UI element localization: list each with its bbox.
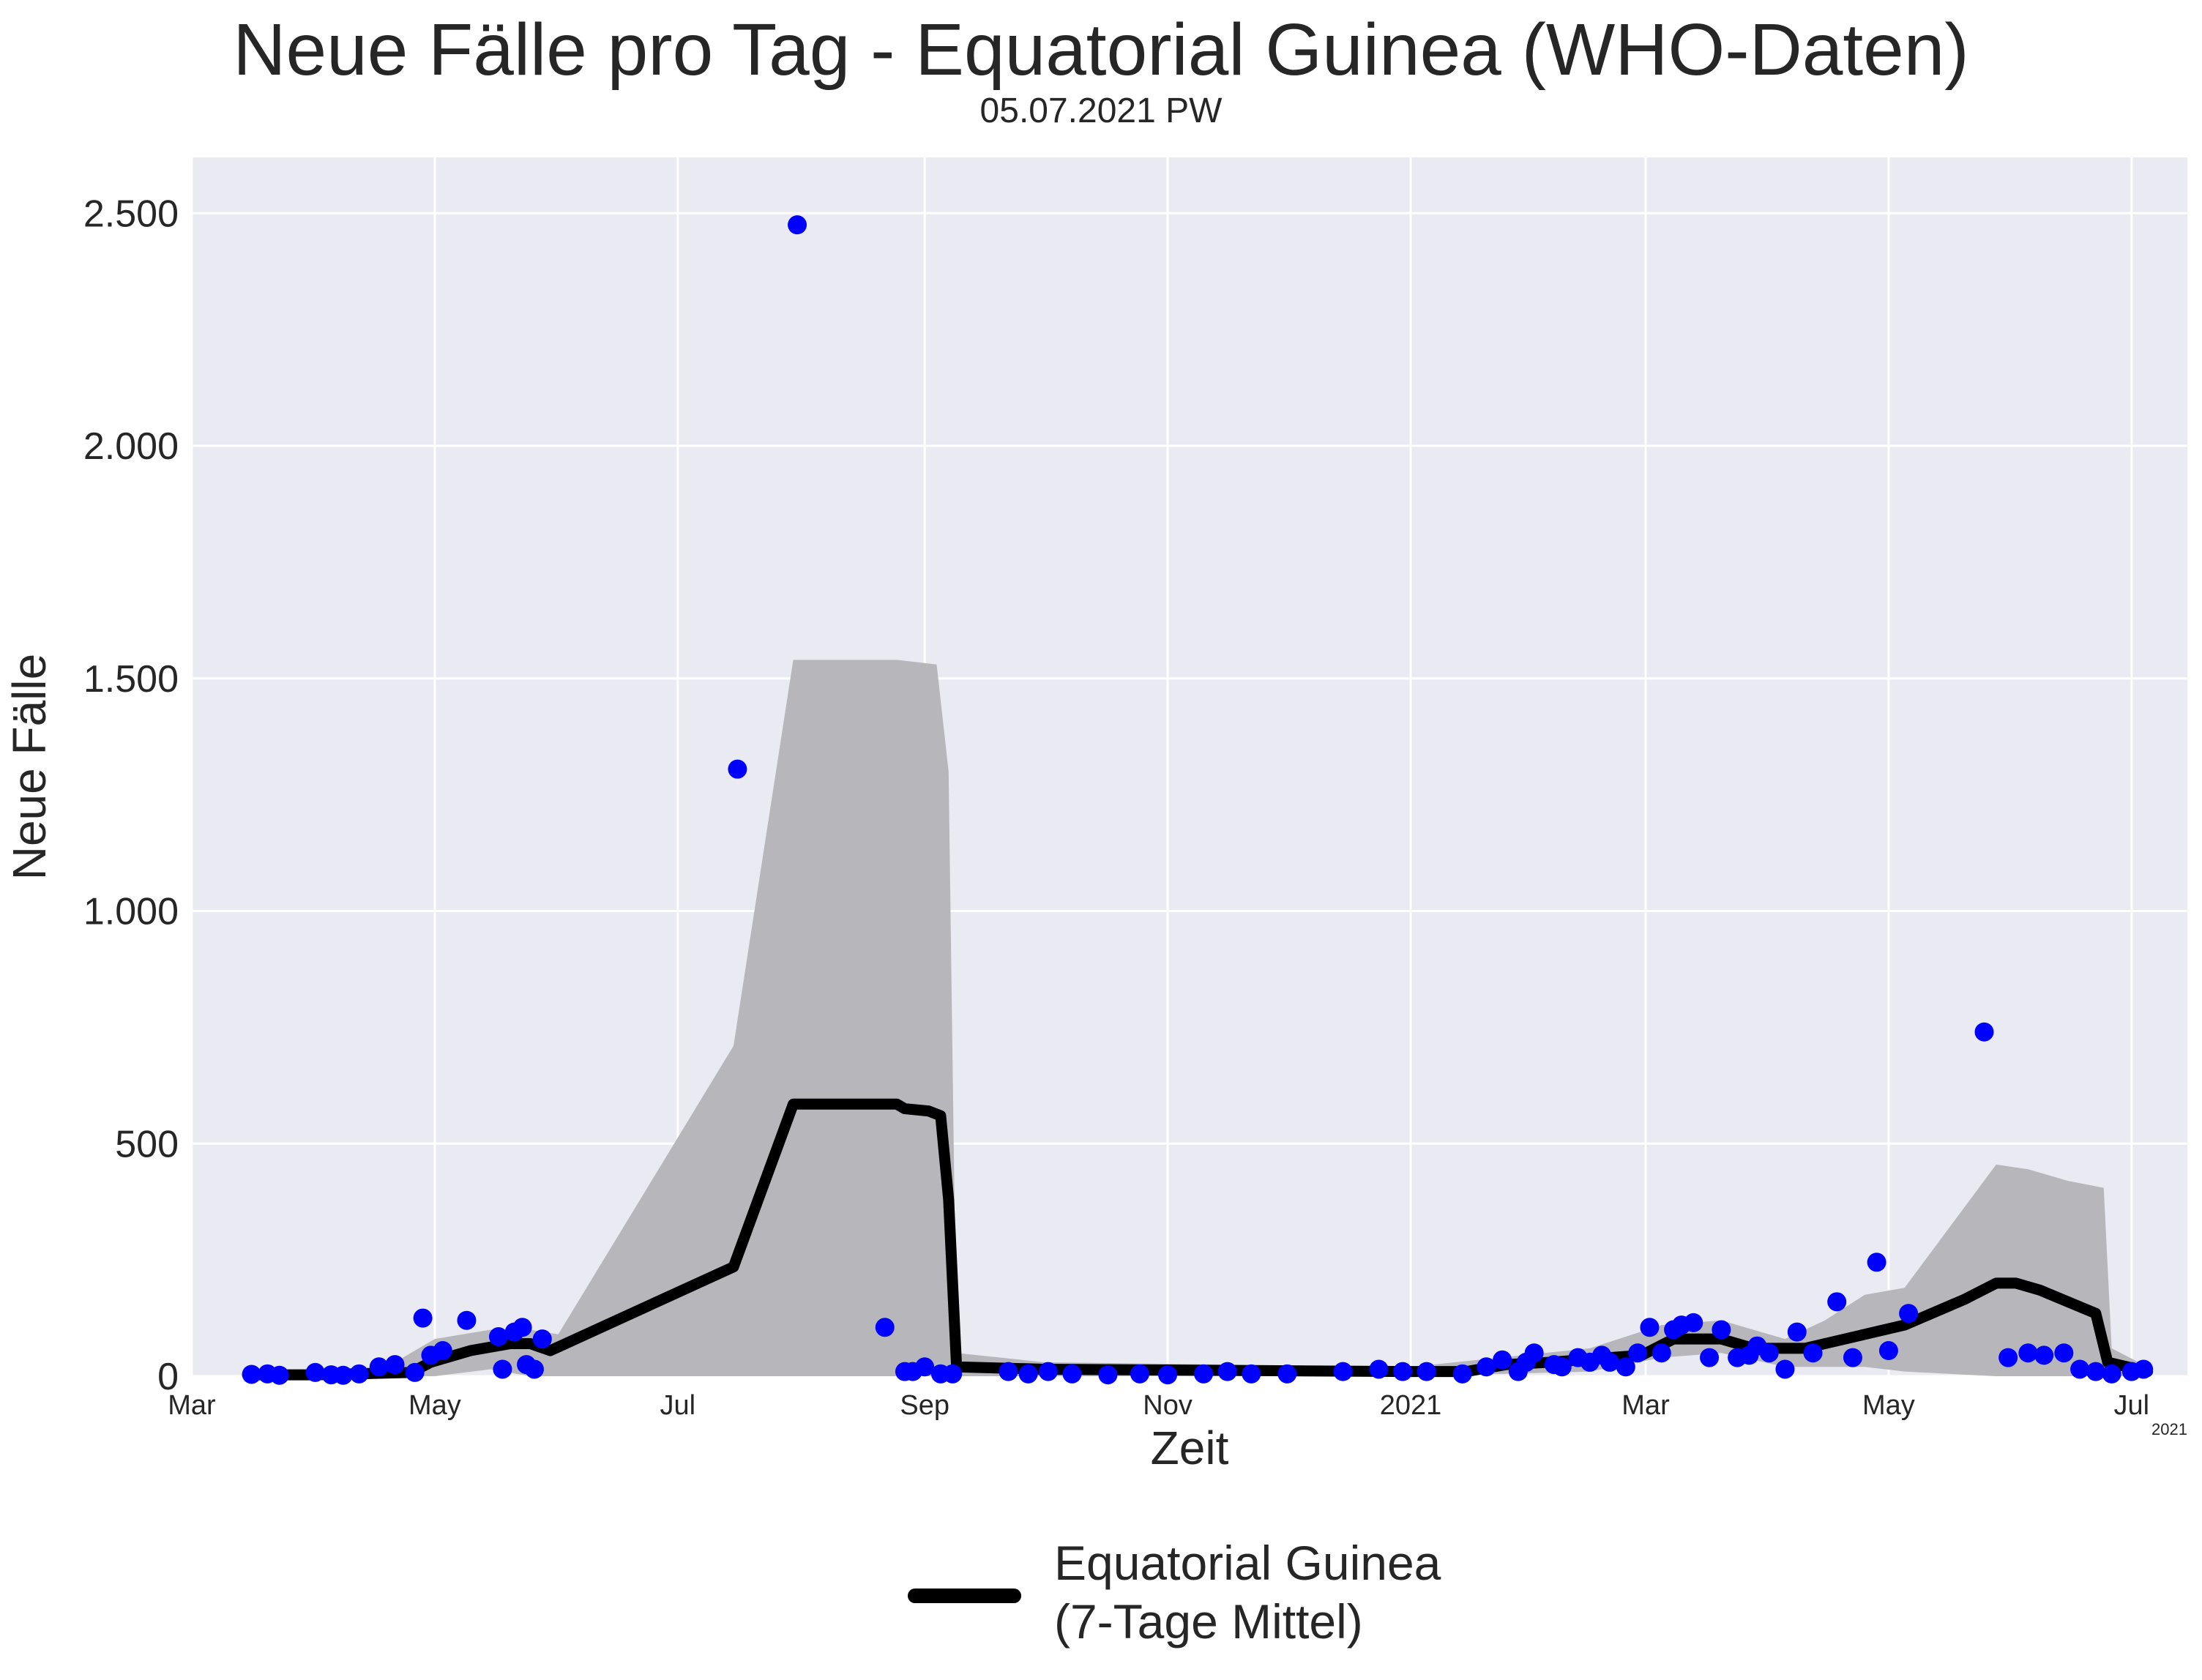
data-point bbox=[1974, 1022, 1994, 1042]
data-point bbox=[1843, 1348, 1862, 1367]
x-tick-label: Jul bbox=[660, 1390, 696, 1421]
data-point bbox=[457, 1310, 477, 1330]
data-point bbox=[999, 1362, 1018, 1381]
data-point bbox=[1417, 1362, 1436, 1381]
data-point bbox=[349, 1364, 369, 1384]
data-point bbox=[493, 1359, 512, 1379]
data-point bbox=[915, 1357, 935, 1377]
data-point bbox=[728, 759, 747, 779]
data-point bbox=[1452, 1364, 1472, 1384]
data-point bbox=[1333, 1362, 1353, 1381]
data-point bbox=[1899, 1304, 1919, 1324]
data-point bbox=[405, 1362, 425, 1382]
legend: Equatorial Guinea (7-Tage Mittel) bbox=[908, 1534, 1567, 1651]
data-point bbox=[524, 1359, 544, 1379]
data-point bbox=[2054, 1343, 2074, 1363]
x-tick-label: Jul bbox=[2114, 1390, 2150, 1421]
data-point bbox=[242, 1364, 261, 1384]
data-point bbox=[2102, 1364, 2121, 1384]
data-point bbox=[2086, 1362, 2105, 1381]
data-point bbox=[1477, 1357, 1496, 1377]
data-point bbox=[1867, 1252, 1886, 1272]
data-point bbox=[1194, 1364, 1214, 1384]
data-point bbox=[1552, 1357, 1572, 1377]
data-point bbox=[1524, 1343, 1544, 1363]
data-point bbox=[1616, 1357, 1635, 1377]
x-offset-label: 2021 bbox=[2151, 1420, 2187, 1438]
chart-title: Neue Fälle pro Tag - Equatorial Guinea (… bbox=[233, 9, 1969, 91]
data-point bbox=[1684, 1313, 1703, 1332]
data-point bbox=[1062, 1364, 1082, 1384]
data-point bbox=[369, 1357, 389, 1377]
data-point bbox=[532, 1329, 552, 1349]
data-point bbox=[875, 1318, 895, 1337]
data-point bbox=[1998, 1348, 2018, 1367]
data-point bbox=[2034, 1345, 2054, 1365]
legend-swatch-line bbox=[908, 1588, 1021, 1603]
x-tick-label: Mar bbox=[168, 1390, 216, 1421]
x-axis-label: Zeit bbox=[1151, 1422, 1229, 1474]
data-point bbox=[1217, 1362, 1237, 1381]
data-point bbox=[1600, 1352, 1620, 1372]
data-point bbox=[1493, 1350, 1512, 1370]
x-tick-label: Sep bbox=[900, 1390, 949, 1421]
y-tick-label: 0 bbox=[157, 1356, 179, 1398]
data-point bbox=[333, 1365, 353, 1385]
data-point bbox=[1827, 1292, 1847, 1312]
data-point bbox=[1803, 1343, 1823, 1363]
data-point bbox=[1652, 1343, 1671, 1363]
x-tick-label: May bbox=[1862, 1390, 1915, 1421]
x-tick-label: Mar bbox=[1621, 1390, 1670, 1421]
data-point bbox=[1787, 1322, 1807, 1342]
data-point bbox=[413, 1308, 433, 1328]
data-point bbox=[512, 1318, 532, 1337]
data-point bbox=[1640, 1318, 1660, 1337]
data-point bbox=[1393, 1362, 1413, 1381]
data-point bbox=[1130, 1364, 1149, 1384]
data-point bbox=[943, 1364, 963, 1384]
data-point bbox=[269, 1365, 289, 1385]
data-point bbox=[1277, 1364, 1297, 1384]
data-point bbox=[2134, 1359, 2154, 1379]
data-point bbox=[1018, 1364, 1038, 1384]
y-axis-label: Neue Fälle bbox=[3, 654, 56, 881]
data-point bbox=[788, 215, 807, 235]
data-point bbox=[2070, 1359, 2090, 1379]
data-point bbox=[1158, 1365, 1178, 1385]
x-tick-label: May bbox=[408, 1390, 461, 1421]
plot-area bbox=[192, 157, 2187, 1376]
data-point bbox=[385, 1355, 405, 1375]
data-point bbox=[1369, 1359, 1389, 1379]
data-point bbox=[1775, 1359, 1795, 1379]
data-point bbox=[1628, 1343, 1648, 1363]
x-tick-label: 2021 bbox=[1380, 1390, 1442, 1421]
y-tick-label: 1.500 bbox=[83, 658, 179, 701]
y-tick-label: 2.500 bbox=[83, 193, 179, 235]
data-point bbox=[1712, 1320, 1731, 1340]
y-tick-label: 2.000 bbox=[83, 425, 179, 468]
data-point bbox=[1759, 1343, 1779, 1363]
data-point bbox=[305, 1362, 325, 1382]
y-tick-label: 1.000 bbox=[83, 891, 179, 933]
data-point bbox=[1700, 1348, 1720, 1367]
data-point bbox=[1242, 1364, 1261, 1384]
data-point bbox=[488, 1326, 508, 1346]
data-point bbox=[2018, 1343, 2038, 1363]
data-point bbox=[433, 1341, 452, 1361]
x-tick-label: Nov bbox=[1143, 1390, 1193, 1421]
data-point bbox=[1038, 1362, 1058, 1381]
legend-label: Equatorial Guinea (7-Tage Mittel) bbox=[1054, 1536, 1441, 1649]
y-tick-label: 500 bbox=[115, 1123, 179, 1165]
data-point bbox=[1098, 1365, 1118, 1385]
chart-subtitle: 05.07.2021 PW bbox=[979, 92, 1223, 130]
confidence-band bbox=[370, 660, 2148, 1376]
data-point bbox=[1878, 1341, 1898, 1361]
